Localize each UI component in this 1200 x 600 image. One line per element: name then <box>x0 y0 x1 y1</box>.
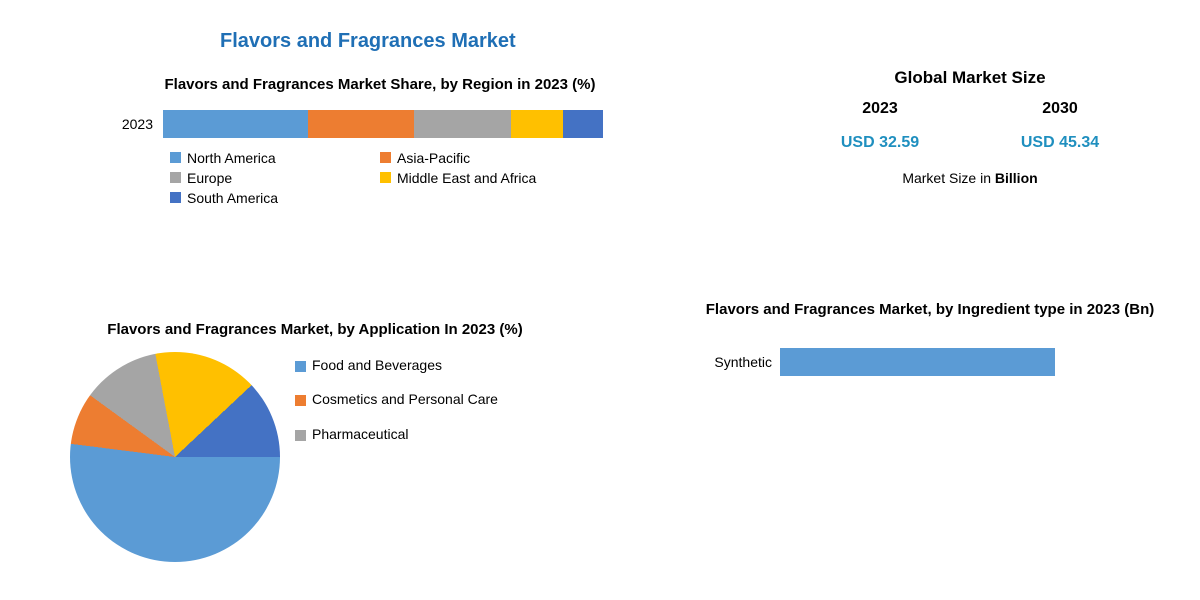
application-pie-chart <box>70 352 280 562</box>
legend-swatch <box>295 361 306 372</box>
legend-item: Asia-Pacific <box>380 150 590 166</box>
application-panel: Flavors and Fragrances Market, by Applic… <box>60 320 660 582</box>
legend-swatch <box>380 152 391 163</box>
market-size-unit-prefix: Market Size in <box>902 170 995 186</box>
market-size-year: 2030 <box>1021 100 1099 118</box>
ingredient-title: Flavors and Fragrances Market, by Ingred… <box>700 300 1160 320</box>
page-title: Flavors and Fragrances Market <box>220 30 516 53</box>
market-size-year: 2023 <box>841 100 919 118</box>
legend-label: Asia-Pacific <box>397 150 470 166</box>
region-segment <box>308 110 414 138</box>
legend-item: North America <box>170 150 380 166</box>
region-stacked-bar <box>163 110 603 138</box>
ingredient-panel: Flavors and Fragrances Market, by Ingred… <box>700 300 1160 376</box>
legend-label: North America <box>187 150 276 166</box>
legend-item: Europe <box>170 170 380 186</box>
ingredient-bar-track <box>780 348 1140 376</box>
market-size-columns: 2023 USD 32.59 2030 USD 45.34 <box>790 100 1150 152</box>
region-segment <box>163 110 308 138</box>
legend-item: Food and Beverages <box>295 357 525 374</box>
region-segment <box>414 110 511 138</box>
application-pie-wrap <box>60 352 290 582</box>
legend-swatch <box>170 192 181 203</box>
ingredient-bar-chart: Synthetic <box>700 348 1160 376</box>
legend-item: Cosmetics and Personal Care <box>295 391 525 408</box>
legend-item: Middle East and Africa <box>380 170 590 186</box>
legend-swatch <box>295 430 306 441</box>
legend-swatch <box>170 172 181 183</box>
market-size-col-2023: 2023 USD 32.59 <box>841 100 919 152</box>
region-stacked-bar-chart: 2023 <box>115 110 645 138</box>
legend-item: Pharmaceutical <box>295 426 525 443</box>
region-share-panel: Flavors and Fragrances Market Share, by … <box>115 75 645 210</box>
region-segment <box>511 110 564 138</box>
legend-label: Food and Beverages <box>312 357 442 374</box>
application-title: Flavors and Fragrances Market, by Applic… <box>0 320 660 340</box>
legend-label: Middle East and Africa <box>397 170 536 186</box>
market-size-unit-bold: Billion <box>995 170 1038 186</box>
legend-swatch <box>380 172 391 183</box>
legend-item: South America <box>170 190 380 206</box>
region-share-title: Flavors and Fragrances Market Share, by … <box>115 75 645 95</box>
legend-label: Europe <box>187 170 232 186</box>
legend-swatch <box>170 152 181 163</box>
region-segment <box>563 110 603 138</box>
ingredient-bar-label: Synthetic <box>700 354 780 370</box>
region-year-label: 2023 <box>115 116 163 132</box>
market-size-col-2030: 2030 USD 45.34 <box>1021 100 1099 152</box>
application-legend: Food and Beverages Cosmetics and Personal… <box>295 357 525 582</box>
market-size-unit: Market Size in Billion <box>790 170 1150 186</box>
legend-label: Pharmaceutical <box>312 426 409 443</box>
legend-swatch <box>295 395 306 406</box>
legend-label: Cosmetics and Personal Care <box>312 391 498 408</box>
market-size-title: Global Market Size <box>790 68 1150 88</box>
market-size-panel: Global Market Size 2023 USD 32.59 2030 U… <box>790 68 1150 186</box>
market-size-value: USD 45.34 <box>1021 134 1099 152</box>
legend-label: South America <box>187 190 278 206</box>
ingredient-bar <box>780 348 1055 376</box>
market-size-value: USD 32.59 <box>841 134 919 152</box>
region-legend: North America Asia-Pacific Europe Middle Ea… <box>170 150 620 210</box>
